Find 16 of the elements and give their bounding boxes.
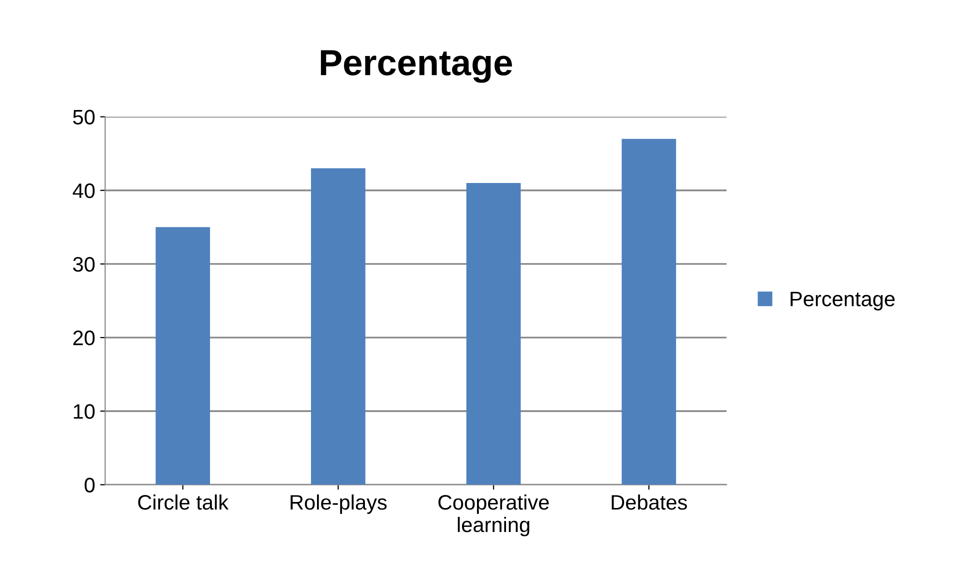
chart-title: Percentage bbox=[320, 50, 512, 83]
y-tick-label: 20 bbox=[73, 330, 95, 346]
x-tick-label: Cooperative learning bbox=[438, 494, 549, 536]
bar bbox=[311, 168, 366, 485]
y-tick-label: 30 bbox=[73, 256, 95, 272]
x-tick-label: Role-plays bbox=[290, 494, 387, 514]
y-tick-label: 0 bbox=[84, 478, 95, 492]
bar bbox=[156, 227, 210, 485]
x-tick-label: Debates bbox=[612, 494, 687, 510]
bar bbox=[466, 183, 521, 485]
bar bbox=[622, 138, 676, 485]
legend-label: Percentage bbox=[790, 292, 895, 310]
y-tick-label: 40 bbox=[72, 183, 95, 198]
y-tick-label: 50 bbox=[73, 110, 95, 125]
x-tick-label: Circle talk bbox=[138, 494, 229, 510]
y-tick-label: 10 bbox=[74, 404, 95, 419]
